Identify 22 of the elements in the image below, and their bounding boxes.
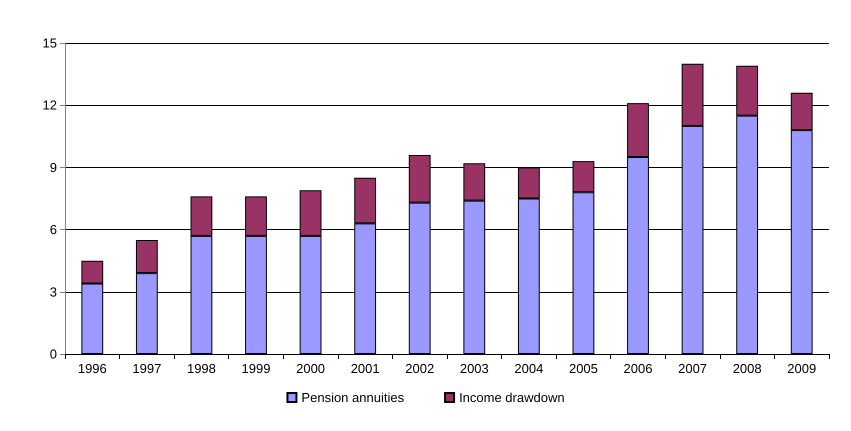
y-tick-label: 15	[42, 36, 57, 50]
x-tick-label: 2008	[732, 361, 762, 376]
legend-label: Pension annuities	[301, 390, 405, 405]
x-tick-label: 2006	[624, 361, 652, 376]
x-tick-label: 1997	[132, 361, 162, 376]
x-tick-label: 2005	[568, 361, 598, 376]
x-tick-label: 1996	[78, 361, 107, 376]
x-tick-label: 2007	[678, 361, 708, 376]
y-tick-label: 12	[42, 98, 57, 113]
x-tick-label: 2000	[296, 361, 326, 376]
x-tick-label: 1998	[186, 361, 216, 376]
y-tick-label: 6	[50, 222, 57, 238]
x-tick-label: 2004	[514, 361, 544, 376]
y-tick-label: 3	[50, 284, 57, 300]
x-tick-label: 2003	[460, 361, 489, 376]
x-tick-label: 1999	[242, 361, 270, 376]
y-tick-label: 0	[50, 346, 57, 362]
y-tick-label: 9	[50, 160, 57, 175]
x-tick-label: 2001	[350, 361, 380, 376]
x-tick-label: 2002	[405, 361, 434, 376]
x-tick-label: 2009	[787, 361, 816, 376]
legend-label: Income drawdown	[459, 390, 565, 405]
